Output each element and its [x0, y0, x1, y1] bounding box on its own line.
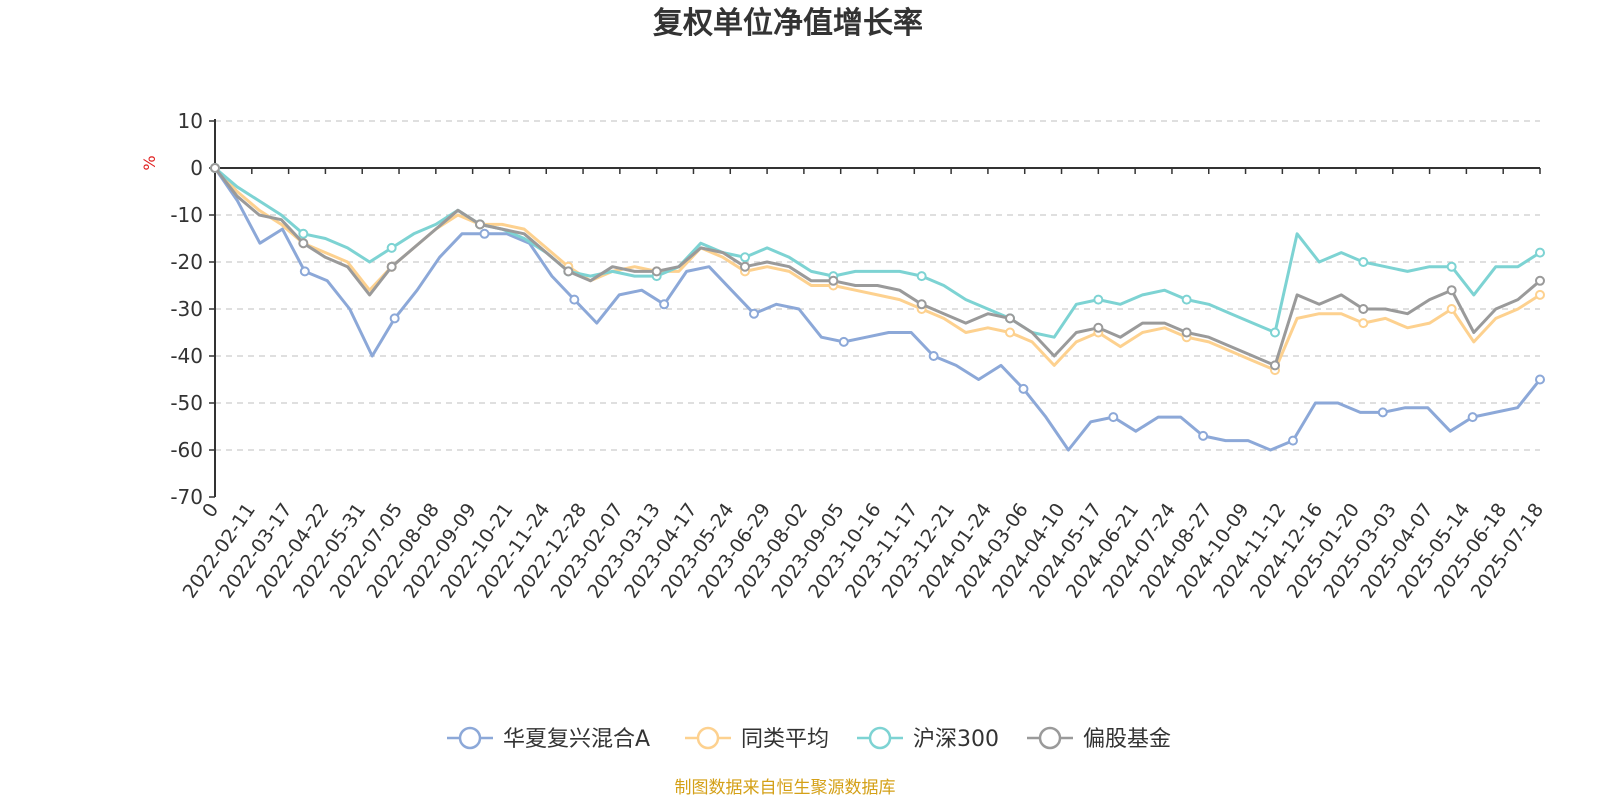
data-point	[1270, 327, 1280, 338]
data-point	[828, 275, 839, 286]
data-point	[1358, 304, 1369, 314]
legend-label: 华夏复兴混合A	[503, 727, 650, 752]
data-point	[1535, 275, 1545, 286]
data-point	[1358, 318, 1369, 329]
data-point	[1018, 383, 1029, 394]
legend-item[interactable]: 沪深300	[857, 726, 999, 752]
data-point	[569, 294, 580, 305]
y-tick-label: -20	[170, 250, 203, 274]
legend-swatch-marker	[458, 726, 482, 750]
series-line	[214, 166, 1541, 339]
data-point	[1093, 322, 1104, 333]
data-point	[563, 266, 574, 277]
data-point	[1535, 374, 1545, 385]
legend-label: 沪深300	[913, 727, 999, 752]
y-tick-label: -50	[170, 391, 203, 415]
data-point	[1270, 360, 1280, 371]
data-source-note: 制图数据来自恒生聚源数据库	[675, 778, 896, 798]
y-tick-label: -70	[170, 485, 203, 509]
data-point	[386, 242, 397, 253]
data-point	[479, 228, 490, 239]
y-tick-labels: 10 0 -10 -20 -30 -40 -50 -60 -70	[170, 109, 203, 509]
data-point	[1181, 327, 1192, 338]
legend-label: 同类平均	[741, 727, 829, 752]
y-tick-label: -60	[170, 438, 203, 462]
data-point	[1108, 412, 1119, 423]
data-point	[1446, 261, 1457, 272]
legend-item[interactable]: 同类平均	[685, 726, 829, 752]
data-point	[928, 351, 939, 361]
legend-label: 偏股基金	[1083, 727, 1171, 752]
data-point	[389, 313, 400, 324]
y-tick-label: 10	[178, 109, 203, 133]
data-point	[838, 336, 849, 347]
series-line	[213, 166, 1541, 372]
legend-item[interactable]: 华夏复兴混合A	[447, 726, 650, 752]
data-point	[916, 271, 927, 282]
y-tick-label: -10	[170, 203, 203, 227]
data-point	[659, 299, 670, 310]
series-2	[210, 163, 1545, 376]
axes	[209, 119, 1541, 498]
data-point	[916, 299, 927, 310]
data-point	[1093, 294, 1104, 305]
data-point	[740, 261, 750, 272]
data-point	[748, 308, 759, 319]
data-point	[651, 266, 662, 277]
data-point	[210, 163, 220, 173]
data-point	[298, 238, 309, 249]
data-point	[1358, 257, 1369, 267]
data-point	[1005, 327, 1015, 338]
data-point	[1005, 313, 1015, 324]
legend-swatch-marker	[696, 726, 720, 750]
y-tick-label: -40	[170, 344, 203, 368]
series-line	[213, 167, 1541, 367]
legend-swatch-marker	[1038, 726, 1062, 750]
series-lines	[210, 163, 1545, 452]
data-point	[1287, 435, 1298, 446]
legend[interactable]: 华夏复兴混合A 同类平均 沪深300 偏股基金	[447, 726, 1171, 752]
data-point	[740, 252, 750, 263]
data-point	[386, 261, 397, 272]
series-4	[210, 163, 1545, 371]
legend-item[interactable]: 偏股基金	[1027, 726, 1171, 752]
data-point	[1198, 430, 1209, 441]
data-point	[1181, 294, 1192, 305]
data-point	[1377, 407, 1388, 418]
data-point	[1467, 412, 1478, 423]
y-axis-unit: %	[140, 155, 159, 170]
series-line	[213, 167, 1542, 452]
data-point	[299, 266, 310, 277]
data-point	[1446, 285, 1457, 296]
chart-title: 复权单位净值增长率	[653, 6, 923, 41]
data-point	[1535, 247, 1545, 258]
data-point	[1446, 304, 1457, 314]
x-tick-labels: 02022-02-112022-03-172022-04-222022-05-3…	[179, 499, 1549, 602]
data-point	[1535, 289, 1545, 300]
data-point	[475, 219, 485, 230]
y-tick-label: -30	[170, 297, 203, 321]
series-1	[210, 163, 1545, 452]
legend-swatch-marker	[868, 726, 892, 750]
data-point	[298, 228, 309, 239]
x-tick-label: 0	[198, 499, 223, 522]
y-tick-label: 0	[190, 156, 203, 180]
